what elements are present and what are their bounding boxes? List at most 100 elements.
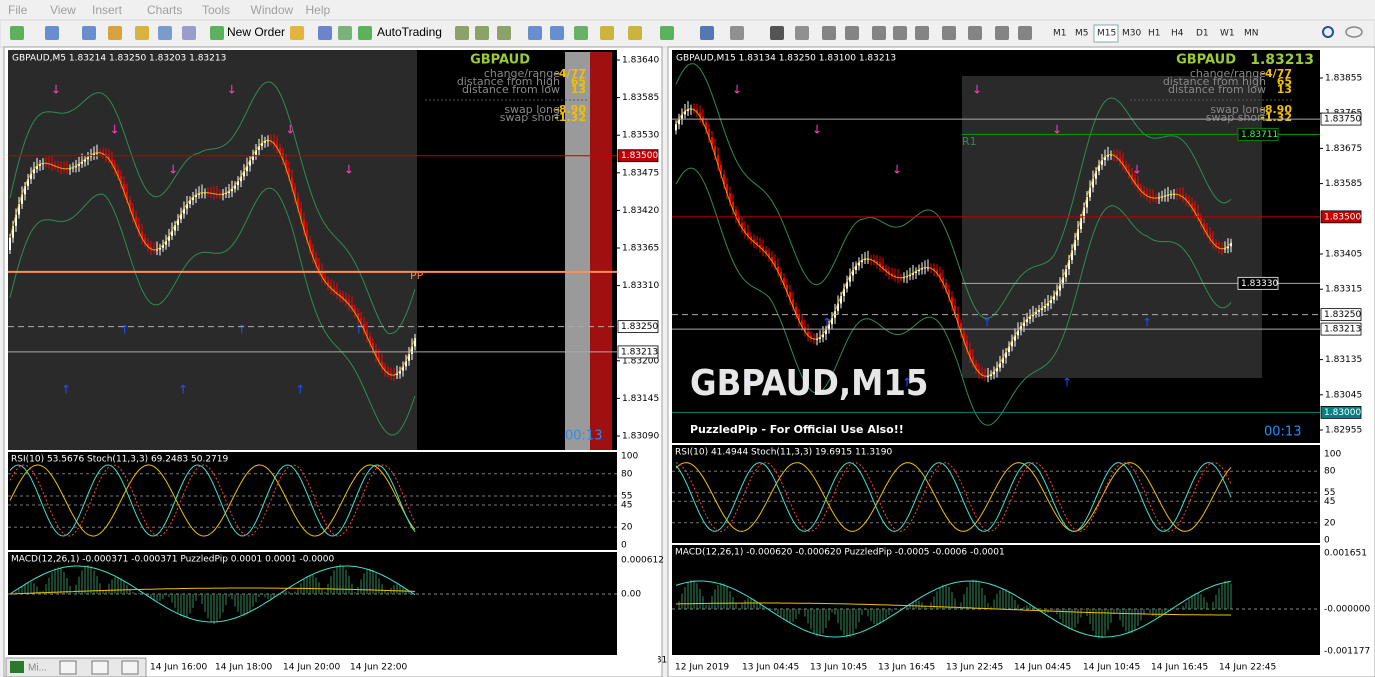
toolbar-icon[interactable] bbox=[628, 26, 642, 40]
timeframe-button[interactable]: M1 bbox=[1053, 29, 1067, 39]
toolbar-icon[interactable] bbox=[700, 26, 714, 40]
info-value: -4/77 bbox=[554, 67, 586, 80]
toolbar-icon[interactable] bbox=[10, 26, 24, 40]
time-label: 14 Jun 10:45 bbox=[1083, 663, 1140, 673]
macd-level-label: -0.001177 bbox=[1324, 647, 1370, 657]
toolbar-icon[interactable] bbox=[210, 26, 224, 40]
toolbar-icon[interactable] bbox=[475, 26, 489, 40]
stoch-main bbox=[675, 462, 1232, 532]
candle-body bbox=[855, 265, 857, 270]
candle-body bbox=[705, 122, 707, 130]
toolbar-icon[interactable] bbox=[872, 26, 886, 40]
candle-body bbox=[1200, 217, 1202, 224]
price-axis bbox=[1320, 50, 1373, 655]
toolbar-icon[interactable] bbox=[1018, 26, 1032, 40]
autotrading-button[interactable]: AutoTrading bbox=[377, 25, 442, 39]
window-control[interactable] bbox=[121, 660, 139, 675]
candle-body bbox=[777, 266, 779, 272]
window-control[interactable] bbox=[91, 660, 109, 675]
menu-item[interactable]: Tools bbox=[202, 3, 230, 17]
toolbar-icon[interactable] bbox=[108, 26, 122, 40]
toolbar-icon[interactable] bbox=[795, 26, 809, 40]
price-label: 1.83145 bbox=[622, 394, 659, 404]
toolbar-icon[interactable] bbox=[942, 26, 956, 40]
toolbar-icon[interactable] bbox=[45, 26, 59, 40]
toolbar-icon[interactable] bbox=[135, 26, 149, 40]
toolbar-icon[interactable] bbox=[770, 26, 784, 40]
menu-item[interactable]: File bbox=[8, 3, 28, 17]
menu-item[interactable]: Help bbox=[306, 3, 331, 17]
candle-body bbox=[1098, 164, 1100, 172]
candle-body bbox=[729, 193, 731, 203]
info-label: distance from high bbox=[1163, 75, 1266, 88]
signal-arrow: ↑ bbox=[1142, 316, 1152, 330]
info-price: 1.83213 bbox=[1250, 52, 1314, 68]
toolbar-icon[interactable] bbox=[915, 26, 929, 40]
toolbar-icon[interactable] bbox=[182, 26, 196, 40]
toolbar-icon[interactable] bbox=[338, 26, 352, 40]
menu-item[interactable]: Insert bbox=[92, 3, 123, 17]
candle-body bbox=[933, 268, 935, 271]
toolbar-icon[interactable] bbox=[290, 26, 304, 40]
candle-body bbox=[261, 142, 263, 146]
candle-body bbox=[696, 109, 698, 113]
menu-item[interactable]: Charts bbox=[147, 3, 182, 17]
toolbar-icon[interactable] bbox=[455, 26, 469, 40]
toolbar-icon[interactable] bbox=[497, 26, 511, 40]
info-label: distance from low bbox=[462, 83, 560, 96]
timeframe-button[interactable]: H4 bbox=[1171, 29, 1184, 39]
toolbar-icon[interactable] bbox=[550, 26, 564, 40]
timeframe-button[interactable]: M15 bbox=[1097, 29, 1116, 39]
toolbar-icon[interactable] bbox=[968, 26, 982, 40]
timeframe-button[interactable]: W1 bbox=[1220, 29, 1235, 39]
timeframe-button[interactable]: H1 bbox=[1148, 29, 1161, 39]
minimized-title[interactable]: Mi... bbox=[28, 663, 47, 674]
info-label: swap long bbox=[1210, 103, 1266, 116]
search-icon[interactable] bbox=[1322, 26, 1334, 38]
chat-icon[interactable] bbox=[1345, 26, 1363, 38]
new-order-button[interactable]: New Order bbox=[227, 25, 285, 39]
candle-body bbox=[1209, 234, 1211, 240]
toolbar-icon[interactable] bbox=[995, 26, 1009, 40]
toolbar-icon[interactable] bbox=[730, 26, 744, 40]
candle-body bbox=[681, 114, 683, 119]
window-control[interactable] bbox=[59, 660, 77, 675]
signal-arrow: ↓ bbox=[892, 163, 902, 177]
candle-body bbox=[1086, 197, 1088, 208]
toolbar-icon[interactable] bbox=[822, 26, 836, 40]
timeframe-button[interactable]: M5 bbox=[1075, 29, 1089, 39]
price-label: 1.83585 bbox=[1325, 179, 1362, 189]
toolbar-icon[interactable] bbox=[893, 26, 907, 40]
candle-body bbox=[366, 329, 368, 337]
toolbar-icon[interactable] bbox=[528, 26, 542, 40]
menu-item[interactable]: Window bbox=[251, 3, 294, 17]
timeframe-button[interactable]: M30 bbox=[1122, 29, 1141, 39]
toolbar-icon[interactable] bbox=[318, 26, 332, 40]
candle-body bbox=[375, 349, 377, 356]
timeframe-button[interactable]: MN bbox=[1244, 29, 1259, 39]
candle-body bbox=[711, 136, 713, 146]
toolbar-icon[interactable] bbox=[845, 26, 859, 40]
rsi-pane bbox=[8, 452, 617, 550]
candle-body bbox=[1014, 335, 1016, 341]
toolbar-icon[interactable] bbox=[660, 26, 674, 40]
candle-body bbox=[360, 318, 362, 324]
candle-body bbox=[1077, 229, 1079, 240]
toolbar-icon[interactable] bbox=[358, 26, 372, 40]
toolbar-icon[interactable] bbox=[574, 26, 588, 40]
timeframe-button[interactable]: D1 bbox=[1196, 29, 1209, 39]
candle-body bbox=[297, 197, 299, 209]
candle-body bbox=[1218, 246, 1220, 249]
menu-item[interactable]: View bbox=[50, 3, 76, 17]
candle-body bbox=[411, 346, 413, 354]
toolbar-icon[interactable] bbox=[82, 26, 96, 40]
candle-body bbox=[882, 265, 884, 269]
candle-body bbox=[819, 337, 821, 339]
signal-arrow: ↑ bbox=[120, 323, 130, 337]
candle-body bbox=[984, 375, 986, 377]
candle-body bbox=[1212, 239, 1214, 244]
candle-body bbox=[843, 288, 845, 296]
toolbar-icon[interactable] bbox=[600, 26, 614, 40]
toolbar-icon[interactable] bbox=[158, 26, 172, 40]
candle-body bbox=[795, 306, 797, 314]
